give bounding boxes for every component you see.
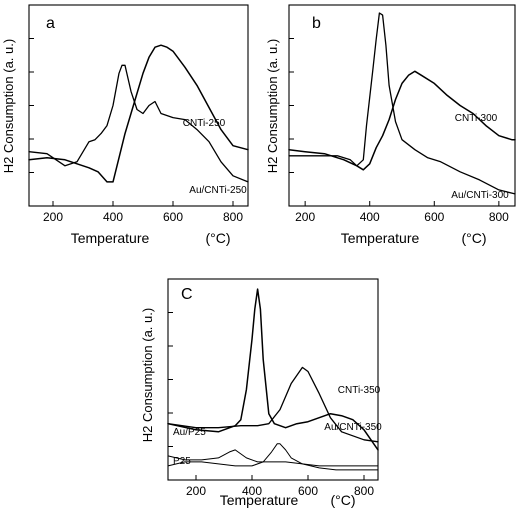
panel-letter-c: C [181, 286, 193, 303]
x-tick-label-b-800: 800 [489, 210, 509, 224]
series-line-cnti-300 [288, 70, 516, 171]
series-line-p25 [167, 443, 379, 471]
x-tick-label-c-200: 200 [186, 484, 206, 498]
x-tick-label-a-400: 400 [103, 210, 123, 224]
y-axis-label-a: H2 Consumption (a. u.) [1, 39, 16, 173]
y-axis-label-c: H2 Consumption (a. u.) [140, 308, 155, 442]
x-axis-unit-a: (°C) [205, 230, 230, 246]
series-line-au-cnti-250 [28, 64, 249, 183]
series-line-cnti-350 [167, 366, 379, 443]
series-line-cnti-250 [28, 44, 249, 183]
series-label-p25: P25 [173, 456, 191, 467]
x-tick-label-a-200: 200 [43, 210, 63, 224]
series-label-au-cnti-350: Au/CNTi-350 [324, 422, 382, 433]
series-label-au-cnti-250: Au/CNTi-250 [189, 185, 247, 196]
panel-letter-b: b [312, 15, 321, 32]
series-label-au-cnti-300: Au/CNTi-300 [451, 190, 509, 201]
x-axis-unit-c: (°C) [330, 492, 355, 508]
x-tick-label-c-600: 600 [298, 484, 318, 498]
plot-frame-b [288, 4, 516, 207]
plot-frame-a [28, 4, 249, 207]
x-axis-label-a: Temperature [71, 230, 150, 246]
x-tick-label-b-600: 600 [424, 210, 444, 224]
y-axis-label-b: H2 Consumption (a. u.) [265, 39, 280, 173]
x-tick-label-b-400: 400 [360, 210, 380, 224]
x-tick-label-c-800: 800 [354, 484, 374, 498]
series-line-au-cnti-350 [167, 288, 379, 451]
x-tick-label-b-200: 200 [295, 210, 315, 224]
series-line-au-p25 [167, 449, 379, 467]
series-label-cnti-300: CNTi-300 [455, 113, 498, 124]
panel-c: C CNTi-350 Au/CNTi-350 Au/P25 P25 H2 Con… [140, 278, 382, 508]
x-tick-label-c-400: 400 [242, 484, 262, 498]
x-tick-label-a-600: 600 [163, 210, 183, 224]
series-label-cnti-250: CNTi-250 [183, 118, 226, 129]
series-line-au-cnti-300 [288, 12, 516, 195]
panel-letter-a: a [46, 15, 55, 32]
x-axis-label-c: Temperature [220, 492, 299, 508]
x-axis-unit-b: (°C) [461, 230, 486, 246]
x-axis-label-b: Temperature [341, 230, 420, 246]
series-label-au-p25: Au/P25 [173, 427, 206, 438]
x-tick-label-a-800: 800 [223, 210, 243, 224]
panel-b: b CNTi-300 Au/CNTi-300 H2 Consumption (a… [265, 4, 516, 246]
series-label-cnti-350: CNTi-350 [338, 385, 381, 396]
panel-a: a CNTi-250 Au/CNTi-250 H2 Consumption (a… [1, 4, 249, 246]
